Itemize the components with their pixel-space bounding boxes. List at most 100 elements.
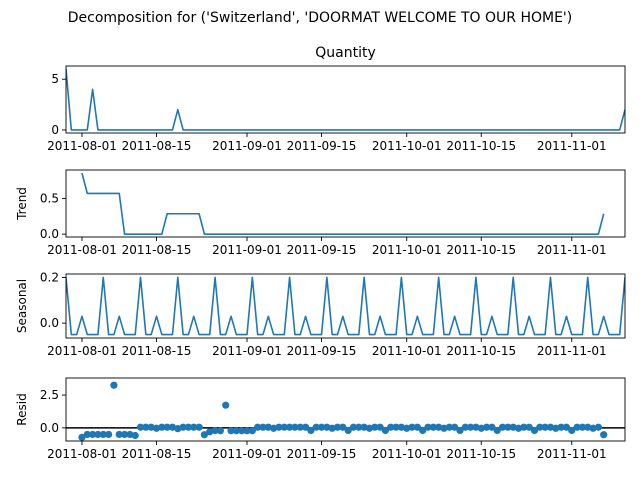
resid-axes-frame [65, 377, 626, 442]
quantity-line [66, 68, 625, 131]
trend-xtick-label: 2011-09-01 [212, 243, 282, 257]
resid-point [413, 423, 421, 431]
resid-point [541, 423, 549, 431]
resid-point [562, 423, 571, 431]
resid-point [482, 423, 491, 431]
resid-point [488, 423, 496, 431]
resid-point [514, 424, 523, 432]
quantity-xtick-label: 2011-10-15 [446, 139, 516, 153]
resid-point [376, 423, 384, 431]
resid-point [264, 423, 272, 431]
resid-point [211, 427, 219, 435]
resid-ytick-label: 0.0 [40, 421, 59, 435]
resid-point [142, 423, 150, 431]
resid-point [78, 433, 86, 441]
resid-point [419, 426, 427, 435]
seasonal-xtick-label: 2011-10-01 [372, 344, 442, 358]
resid-point [301, 423, 310, 431]
trend-ytick-label: 0.5 [40, 192, 59, 206]
resid-point [200, 431, 209, 439]
seasonal-ylabel: Seasonal [15, 279, 29, 333]
resid-point [131, 431, 139, 440]
resid-point [525, 423, 533, 431]
resid-point [424, 423, 432, 431]
resid-point [536, 423, 544, 431]
resid-point [498, 423, 507, 431]
resid-panel: Resid 0.0 2.5 2011-08-01 2011-08-15 2011-09-0… [15, 377, 626, 461]
resid-point [461, 423, 469, 431]
resid-series [66, 381, 625, 441]
resid-point [530, 426, 539, 435]
resid-point [557, 423, 565, 431]
resid-point [275, 423, 283, 431]
resid-point [600, 431, 608, 439]
resid-xtick-label: 2011-09-15 [287, 447, 357, 461]
resid-point [472, 423, 480, 431]
quantity-axes-frame [65, 65, 626, 134]
trend-line [81, 172, 605, 235]
resid-point [349, 423, 358, 431]
resid-xtick-label: 2011-11-01 [537, 447, 607, 461]
trend-xtick-label: 2011-08-01 [47, 243, 117, 257]
trend-series [81, 172, 605, 235]
resid-point [190, 423, 198, 431]
resid-point [573, 423, 581, 431]
quantity-xtick-label: 2011-08-15 [122, 139, 192, 153]
resid-point [381, 426, 390, 435]
resid-point [403, 424, 411, 432]
trend-xtick-label: 2011-10-01 [372, 243, 442, 257]
quantity-xtick-label: 2011-11-01 [537, 139, 607, 153]
resid-point [387, 423, 395, 431]
resid-point [158, 423, 166, 431]
resid-point [456, 426, 464, 435]
quantity-xtick-label: 2011-09-15 [287, 139, 357, 153]
resid-point [184, 423, 193, 431]
resid-point [429, 423, 437, 431]
resid-point [238, 427, 246, 435]
resid-xtick-label: 2011-10-01 [372, 447, 442, 461]
figure-suptitle: Decomposition for ('Switzerland', 'DOORM… [68, 10, 573, 26]
resid-point [291, 423, 299, 431]
resid-point [520, 423, 528, 431]
resid-point [83, 430, 91, 439]
resid-point [152, 424, 161, 432]
resid-point [312, 423, 320, 431]
seasonal-xtick-label: 2011-09-15 [287, 344, 357, 358]
trend-xtick-label: 2011-10-15 [446, 243, 516, 257]
resid-point [339, 423, 347, 431]
resid-point [355, 423, 363, 431]
seasonal-xtick-label: 2011-08-01 [47, 344, 117, 358]
resid-point [360, 423, 368, 431]
resid-point [232, 427, 240, 435]
resid-point [467, 423, 475, 431]
resid-point [259, 423, 267, 431]
resid-point [99, 430, 107, 439]
seasonal-ytick-label: 0.2 [40, 270, 59, 284]
quantity-panel: Quantity 0 5 2011-08-01 2011-08-15 2011-09-01… [47, 45, 626, 153]
resid-ylabel: Resid [15, 393, 29, 425]
seasonal-xtick-label: 2011-10-15 [446, 344, 516, 358]
resid-point [248, 427, 256, 435]
resid-point [371, 423, 379, 431]
resid-point [163, 423, 171, 431]
resid-point [254, 423, 262, 431]
quantity-series [66, 68, 625, 131]
resid-point [120, 430, 129, 439]
trend-ylabel: Trend [15, 187, 29, 221]
resid-ytick-label: 2.5 [40, 388, 59, 402]
trend-xtick-label: 2011-08-15 [122, 243, 192, 257]
resid-point [136, 423, 145, 431]
resid-point [286, 423, 294, 431]
resid-xtick-label: 2011-08-01 [47, 447, 117, 461]
resid-point [222, 401, 230, 409]
resid-point [216, 427, 224, 435]
trend-panel: Trend 0.0 0.5 2011-08-01 2011-08-15 2011-09-0… [15, 169, 626, 257]
resid-point [89, 430, 97, 439]
resid-point [227, 427, 235, 435]
resid-xtick-label: 2011-10-15 [446, 447, 516, 461]
resid-point [280, 423, 288, 431]
trend-xtick-label: 2011-11-01 [537, 243, 607, 257]
resid-point [578, 423, 587, 431]
